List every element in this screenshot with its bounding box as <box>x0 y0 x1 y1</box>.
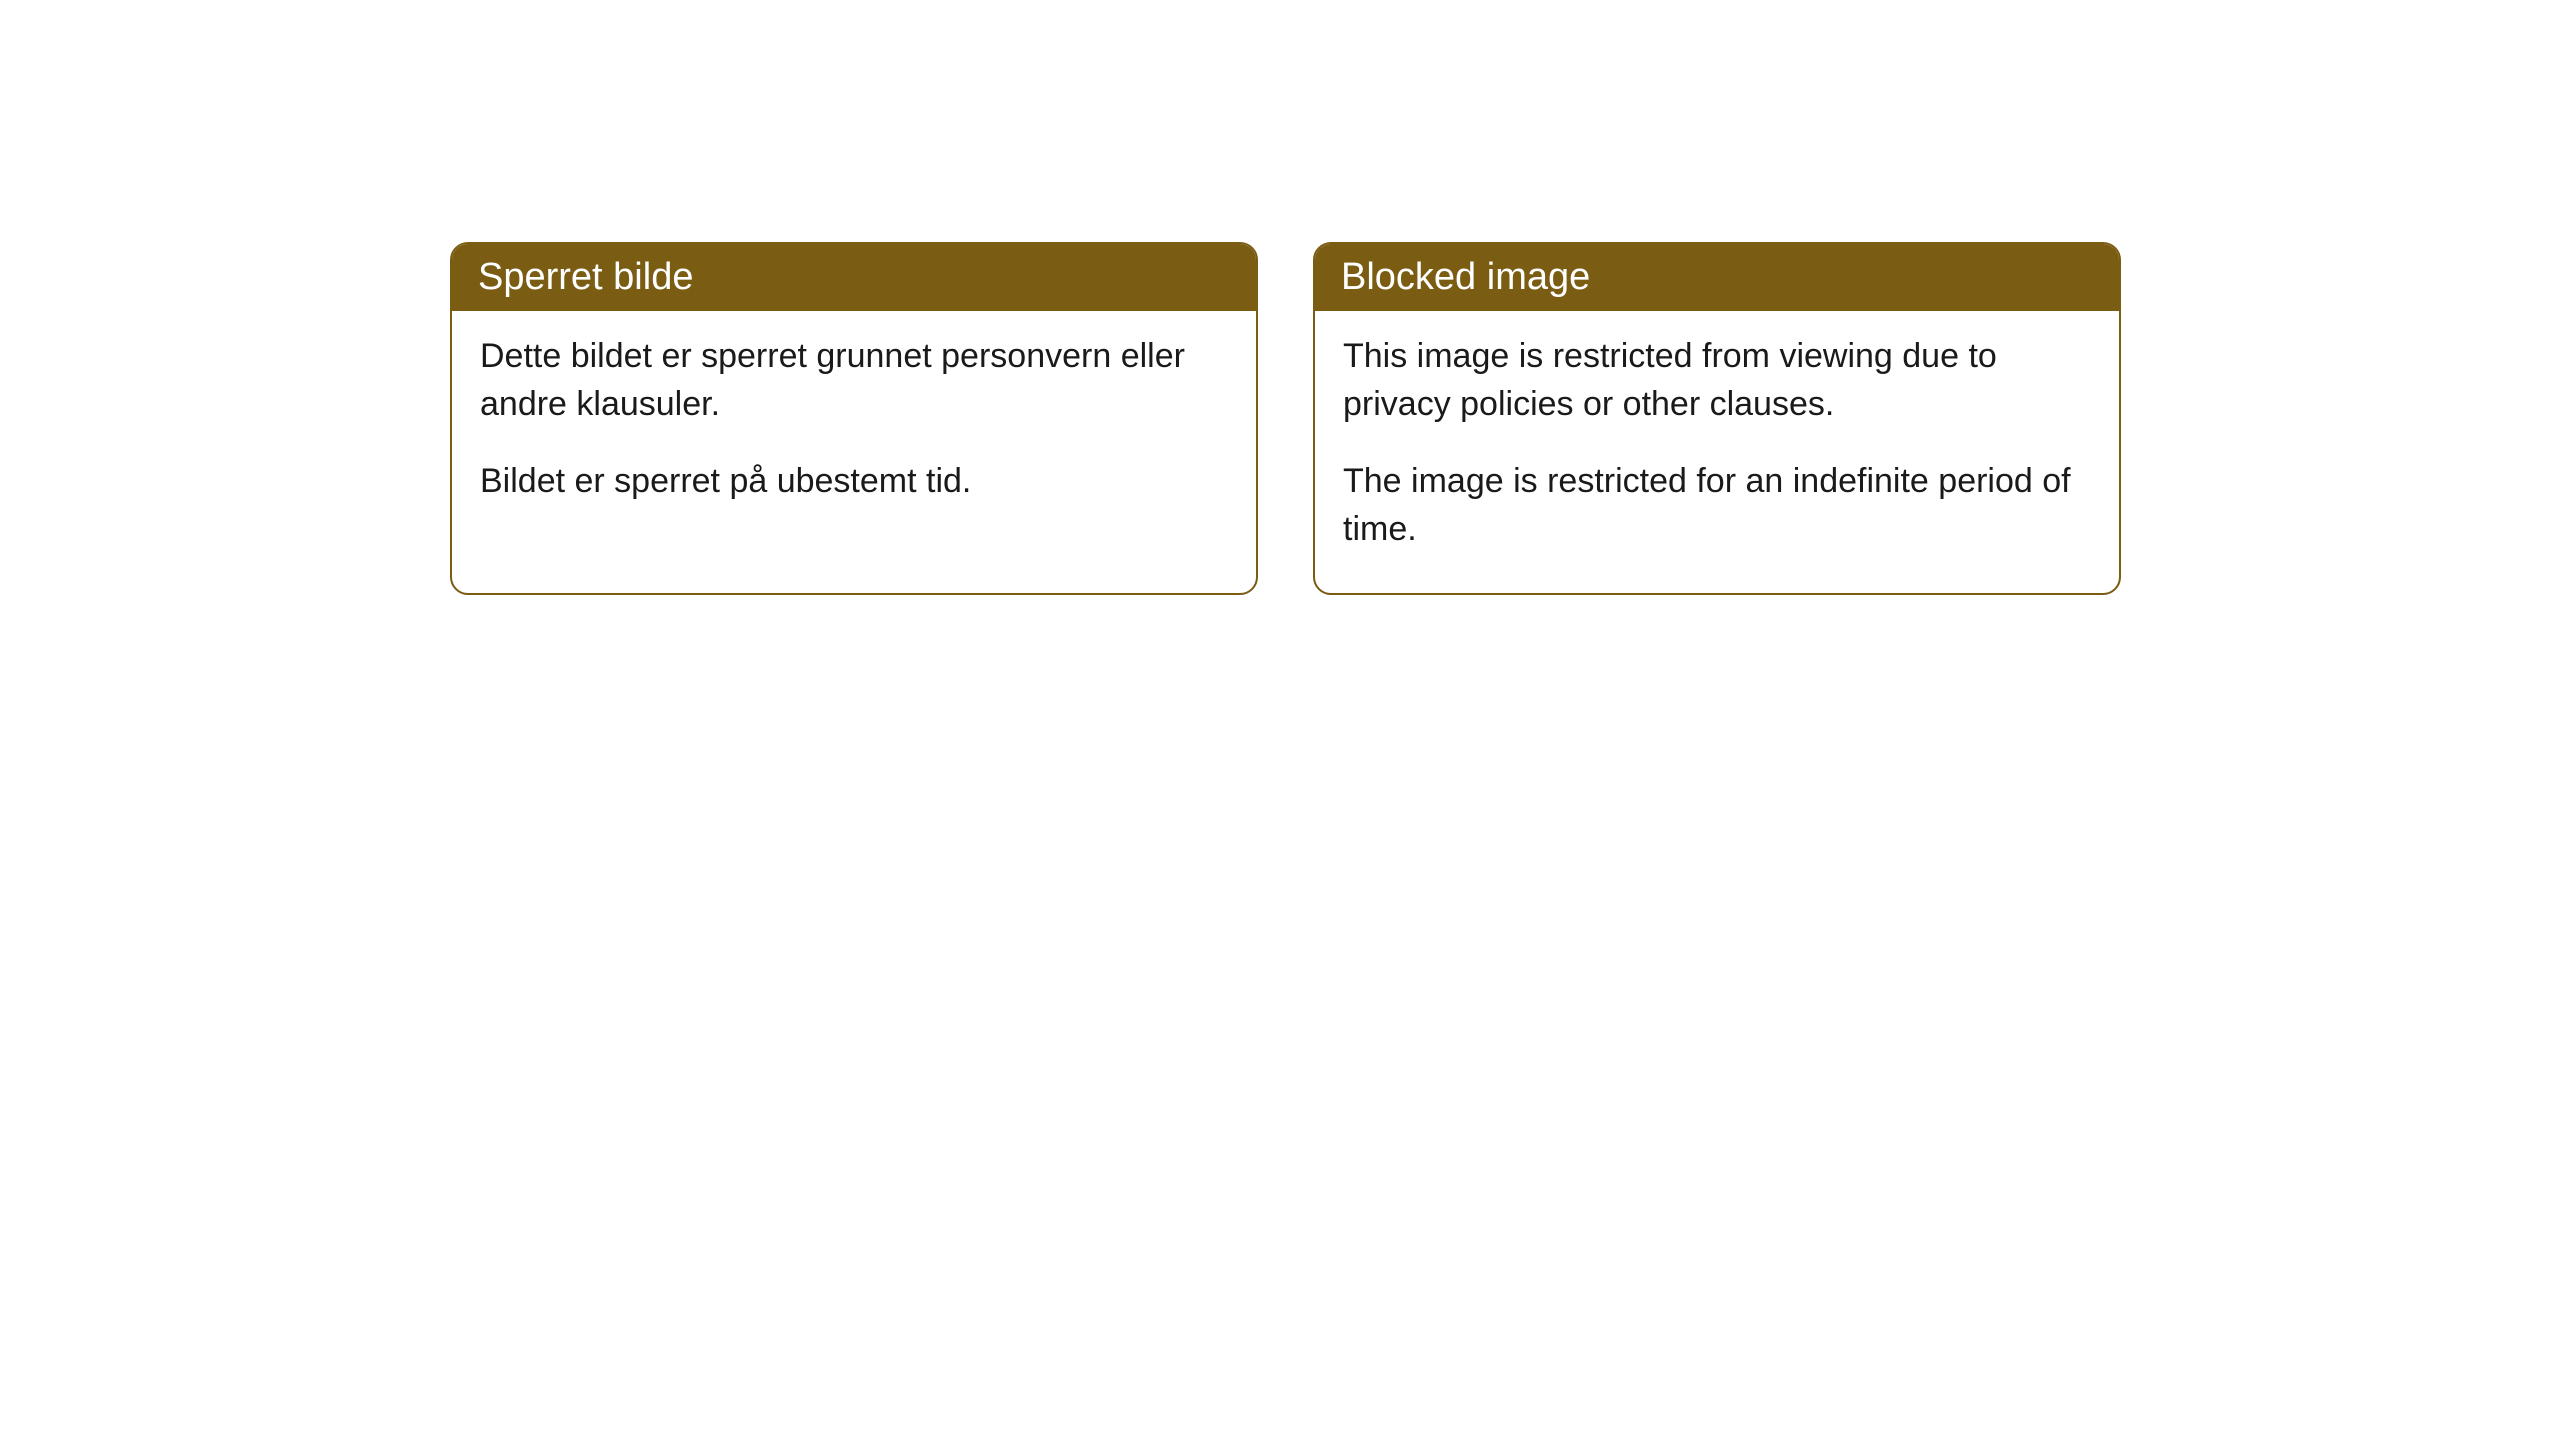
card-header: Blocked image <box>1315 244 2119 311</box>
card-body: Dette bildet er sperret grunnet personve… <box>452 311 1256 546</box>
card-paragraph: Dette bildet er sperret grunnet personve… <box>480 333 1228 428</box>
card-paragraph: The image is restricted for an indefinit… <box>1343 458 2091 553</box>
blocked-image-card-en: Blocked image This image is restricted f… <box>1313 242 2121 595</box>
card-header: Sperret bilde <box>452 244 1256 311</box>
card-paragraph: This image is restricted from viewing du… <box>1343 333 2091 428</box>
card-paragraph: Bildet er sperret på ubestemt tid. <box>480 458 1228 506</box>
card-container: Sperret bilde Dette bildet er sperret gr… <box>450 242 2121 595</box>
blocked-image-card-no: Sperret bilde Dette bildet er sperret gr… <box>450 242 1258 595</box>
card-body: This image is restricted from viewing du… <box>1315 311 2119 593</box>
